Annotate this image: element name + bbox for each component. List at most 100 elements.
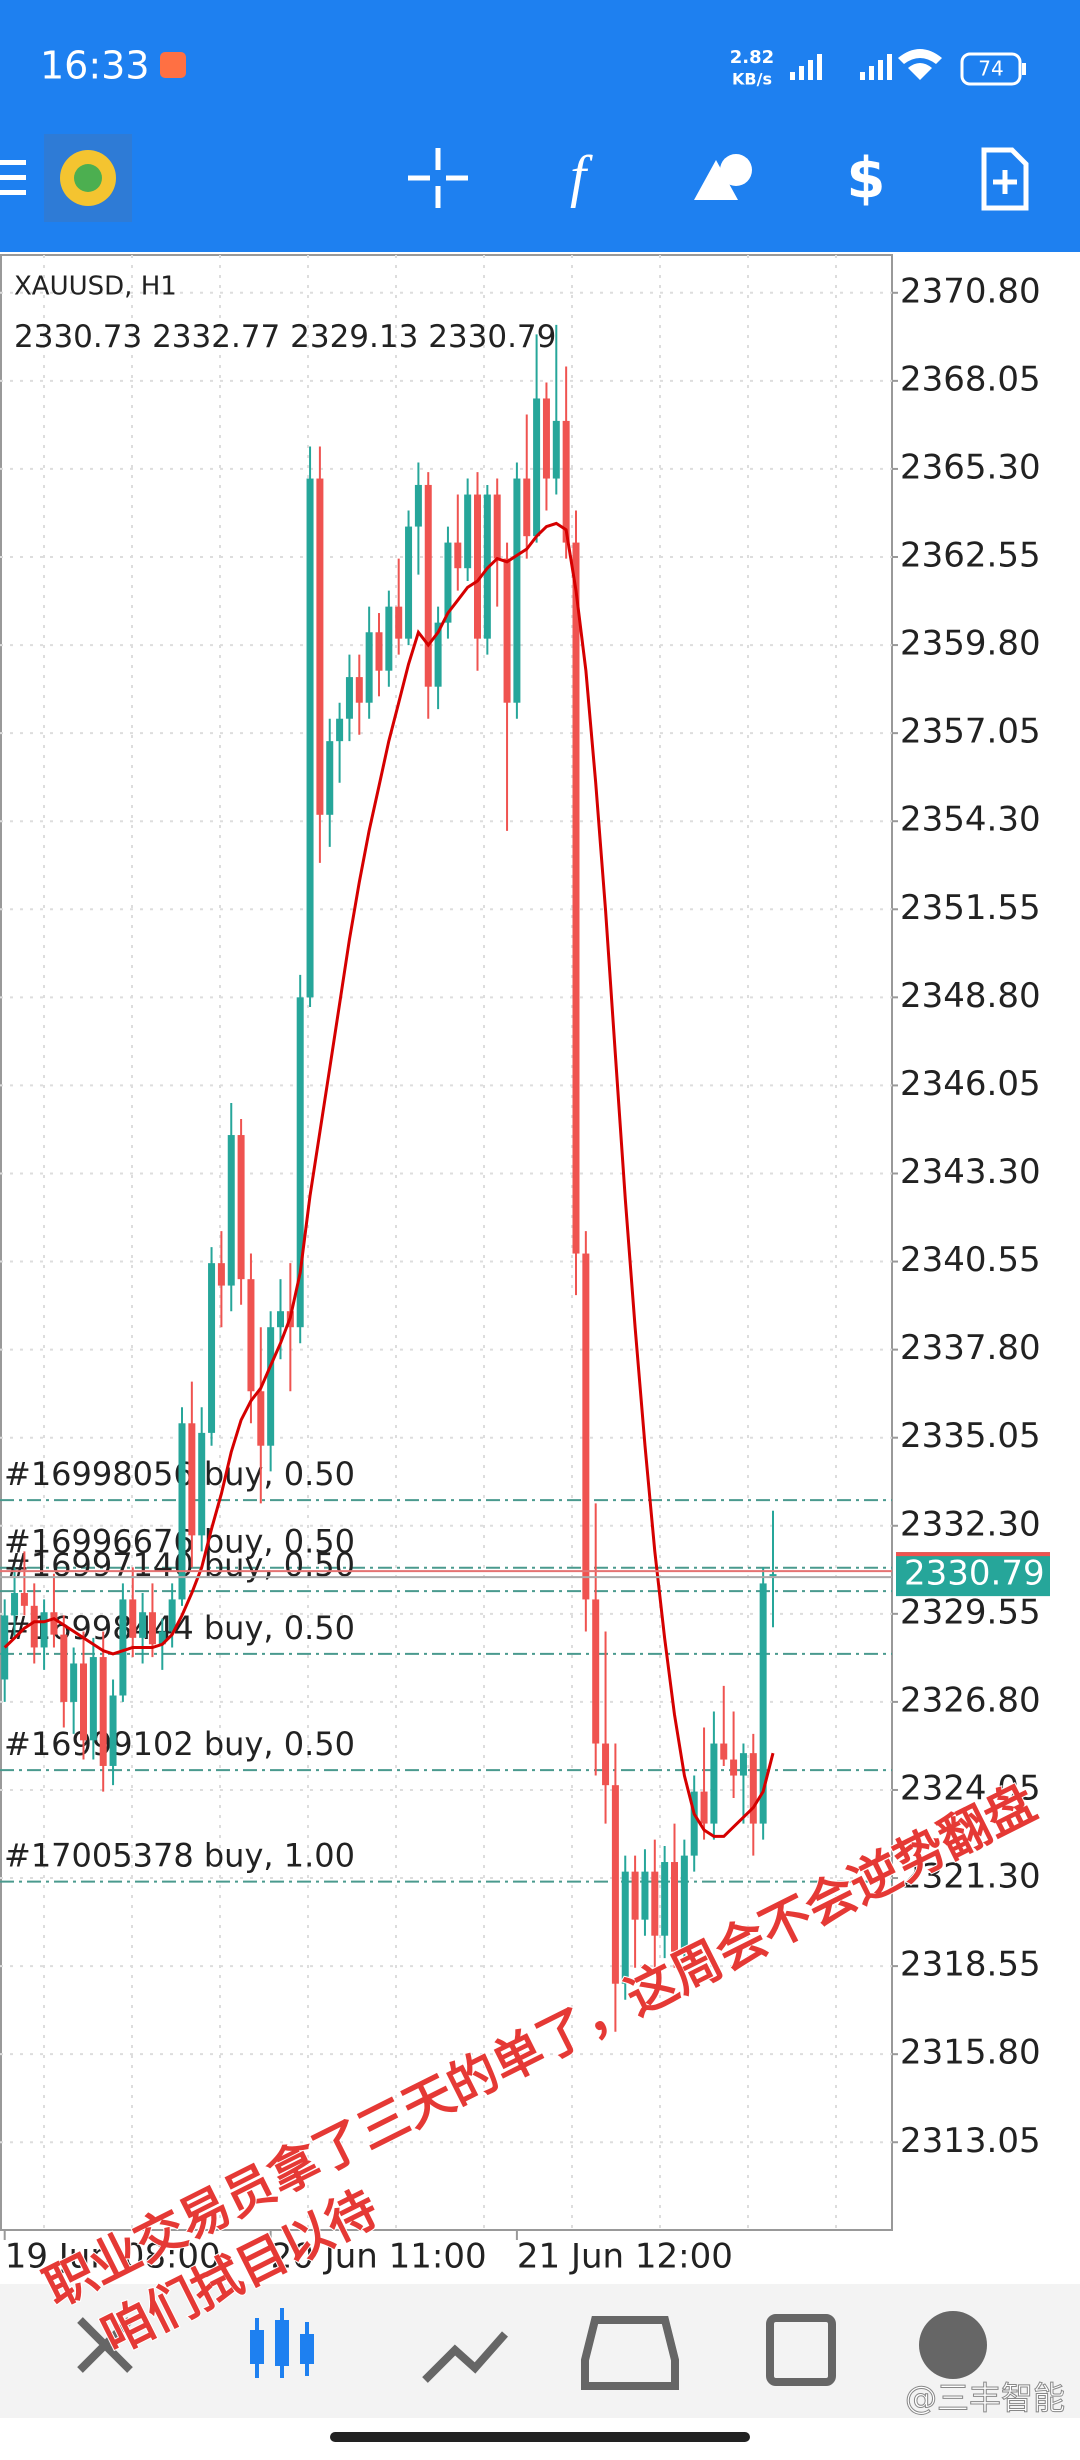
new-order-button[interactable] (981, 147, 1029, 211)
candle-body (405, 526, 413, 639)
candle-body (523, 478, 531, 537)
x-tick-label: 19 Jun 08:00 (5, 2237, 221, 2277)
candle-body (641, 1871, 649, 1920)
candle-body (572, 542, 580, 1254)
net-unit: KB/s (732, 70, 772, 89)
toolbar: f $ (0, 134, 1029, 222)
y-tick-label: 2313.05 (900, 2121, 1041, 2161)
menu-button[interactable] (0, 160, 26, 195)
candle-body (198, 1432, 206, 1536)
candle-body (158, 1631, 166, 1645)
nav-history[interactable] (581, 2316, 679, 2390)
candle-body (749, 1753, 757, 1824)
net-speed: 2.82 (730, 47, 774, 68)
price-tag (896, 1552, 1050, 1597)
crosshair-button[interactable] (408, 148, 468, 208)
candle-body (464, 494, 472, 569)
order-label: #16999102 buy, 0.50 (4, 1725, 355, 1763)
y-tick-label: 2343.30 (900, 1152, 1041, 1192)
candle-body (533, 398, 541, 537)
candle-body (11, 1593, 19, 1616)
candle-body (30, 1605, 38, 1648)
candle-body (631, 1871, 639, 1920)
open-value: 2330.73 (14, 319, 142, 355)
nav-trade[interactable] (422, 2331, 508, 2383)
ohlc-header: 2330.73 2332.77 2329.13 2330.79 (14, 319, 556, 355)
candle-body (730, 1759, 738, 1776)
y-tick-label: 2354.30 (900, 800, 1041, 840)
candle-body (710, 1743, 718, 1824)
battery-level: 74 (978, 57, 1003, 81)
price-tag-label: 2330.79 (904, 1554, 1045, 1594)
candle-body (651, 1871, 659, 1936)
status-time: 16:33 (40, 44, 150, 88)
order-label: #17005378 buy, 1.00 (4, 1837, 355, 1875)
candle-body (316, 478, 324, 815)
y-tick-label: 2370.80 (900, 271, 1041, 311)
candle-body (227, 1135, 235, 1286)
home-indicator (330, 2432, 750, 2442)
candle-body (277, 1311, 284, 1328)
y-tick-label: 2332.30 (900, 1504, 1041, 1544)
watermark: @三丰智能 (905, 2379, 1065, 2417)
y-tick-label: 2337.80 (900, 1328, 1041, 1368)
y-tick-label: 2335.05 (900, 1416, 1041, 1456)
candle-body (20, 1593, 28, 1606)
candle-body (148, 1612, 156, 1645)
y-tick-label: 2340.55 (900, 1240, 1041, 1280)
moving-average (3, 521, 775, 1838)
candle-body (582, 1253, 590, 1600)
candle-body (70, 1663, 78, 1702)
candle-body (80, 1663, 87, 1741)
candles (0, 324, 892, 2032)
low-value: 2329.13 (290, 319, 418, 355)
candle-body (562, 420, 570, 543)
candle-body (690, 1791, 698, 1856)
candle-body (109, 1695, 117, 1766)
candle-body (99, 1657, 107, 1766)
top-bar (0, 0, 1080, 252)
candle-body (178, 1423, 186, 1600)
candle-body (720, 1743, 728, 1760)
candle-body (296, 997, 304, 1328)
candle-body (60, 1634, 68, 1702)
close-value: 2330.79 (428, 319, 556, 355)
candle-body (493, 494, 501, 559)
y-tick-label: 2357.05 (900, 712, 1041, 752)
nav-messages[interactable] (919, 2311, 987, 2379)
nav-quotes[interactable] (77, 2317, 133, 2373)
candle-body (139, 1612, 147, 1638)
candle-body (217, 1263, 225, 1286)
nav-chart[interactable] (250, 2308, 314, 2378)
y-tick-label: 2365.30 (900, 447, 1041, 487)
price-axis: 2370.80 2368.05 2365.30 2362.55 2359.80 2357.… (3, 271, 1050, 2277)
candle-body (503, 558, 511, 703)
candle-body (237, 1135, 245, 1280)
trade-button[interactable]: $ (847, 146, 886, 211)
candle-body (267, 1327, 275, 1446)
candle-body (621, 1871, 629, 1984)
candle-body (759, 1583, 767, 1824)
candle-body (769, 1574, 777, 1577)
y-tick-label: 2346.05 (900, 1064, 1041, 1104)
candle-body (208, 1263, 216, 1433)
candle-body (680, 1855, 688, 1952)
candle-body (89, 1657, 97, 1741)
candle-body (542, 398, 550, 479)
nav-news[interactable] (766, 2314, 836, 2386)
candle-body (444, 542, 452, 623)
logo-center (74, 164, 102, 192)
candle-body (434, 622, 442, 687)
candle-body (385, 606, 393, 671)
battery-tip (1022, 63, 1026, 75)
candle-body (168, 1599, 176, 1632)
y-tick-label: 2351.55 (900, 888, 1041, 928)
price-tag-top (896, 1552, 1050, 1557)
candle-body (306, 478, 314, 998)
candle-body (474, 494, 481, 639)
candle-body (671, 1862, 678, 1952)
y-tick-label: 2315.80 (900, 2033, 1041, 2073)
objects-button[interactable] (694, 154, 752, 200)
notification-icon (160, 52, 186, 78)
